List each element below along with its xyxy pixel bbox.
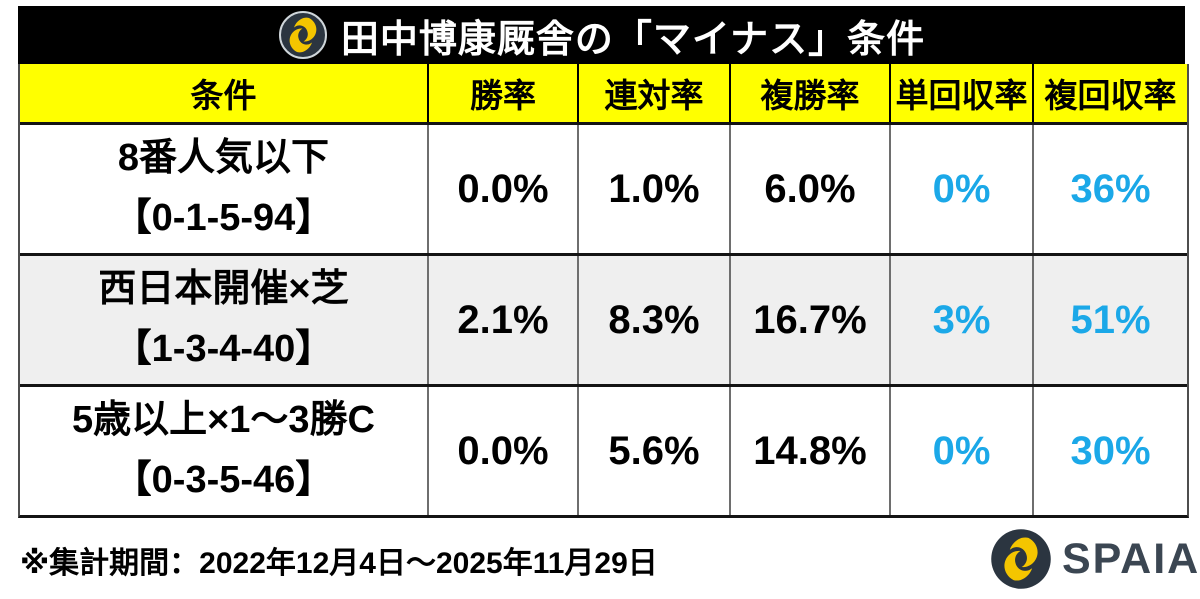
show-rate-value: 16.7% xyxy=(729,256,889,384)
spaia-wordmark: SPAIA xyxy=(1062,534,1200,583)
table-row: 8番人気以下 【0-1-5-94】 0.0% 1.0% 6.0% 0% 36% xyxy=(20,122,1187,253)
quinella-rate-value: 5.6% xyxy=(577,387,729,515)
condition-record: 【1-3-4-40】 xyxy=(113,328,334,370)
spaia-logo-icon xyxy=(278,11,327,59)
show-recovery-value: 51% xyxy=(1032,256,1187,384)
condition-cell: 西日本開催×芝 【1-3-4-40】 xyxy=(20,256,427,384)
table-header-row: 条件 勝率 連対率 複勝率 単回収率 複回収率 xyxy=(20,64,1187,122)
spaia-logo-icon xyxy=(991,529,1051,589)
title-bar: 田中博康厩舎の「マイナス」条件 xyxy=(18,6,1185,64)
condition-cell: 5歳以上×1～3勝C 【0-3-5-46】 xyxy=(20,387,427,515)
header-show-recovery: 複回収率 xyxy=(1032,64,1187,122)
aggregation-period-note: ※集計期間：2022年12月4日～2025年11月29日 xyxy=(20,547,658,580)
show-rate-value: 14.8% xyxy=(729,387,889,515)
quinella-rate-value: 1.0% xyxy=(577,125,729,253)
condition-record: 【0-1-5-94】 xyxy=(113,197,334,239)
win-recovery-value: 0% xyxy=(889,125,1032,253)
condition-label: 8番人気以下 xyxy=(117,137,330,180)
win-rate-value: 2.1% xyxy=(427,256,577,384)
condition-record: 【0-3-5-46】 xyxy=(113,459,334,501)
show-recovery-value: 36% xyxy=(1032,125,1187,253)
table-row: 西日本開催×芝 【1-3-4-40】 2.1% 8.3% 16.7% 3% 51… xyxy=(20,253,1187,384)
condition-label: 5歳以上×1～3勝C xyxy=(71,399,376,442)
show-rate-value: 6.0% xyxy=(729,125,889,253)
quinella-rate-value: 8.3% xyxy=(577,256,729,384)
page-title: 田中博康厩舎の「マイナス」条件 xyxy=(340,18,926,61)
condition-cell: 8番人気以下 【0-1-5-94】 xyxy=(20,125,427,253)
header-win-rate: 勝率 xyxy=(427,64,577,122)
header-condition: 条件 xyxy=(190,77,257,114)
show-recovery-value: 30% xyxy=(1032,387,1187,515)
stats-table: 条件 勝率 連対率 複勝率 単回収率 複回収率 8番人気以下 【0-1-5-94… xyxy=(18,64,1189,518)
win-rate-value: 0.0% xyxy=(427,387,577,515)
condition-label: 西日本開催×芝 xyxy=(98,268,349,311)
header-quinella-rate: 連対率 xyxy=(577,64,729,122)
spaia-brand: SPAIA xyxy=(990,526,1200,592)
table-row: 5歳以上×1～3勝C 【0-3-5-46】 0.0% 5.6% 14.8% 0%… xyxy=(20,384,1187,515)
win-recovery-value: 0% xyxy=(889,387,1032,515)
win-rate-value: 0.0% xyxy=(427,125,577,253)
header-show-rate: 複勝率 xyxy=(729,64,889,122)
win-recovery-value: 3% xyxy=(889,256,1032,384)
header-win-recovery: 単回収率 xyxy=(889,64,1032,122)
